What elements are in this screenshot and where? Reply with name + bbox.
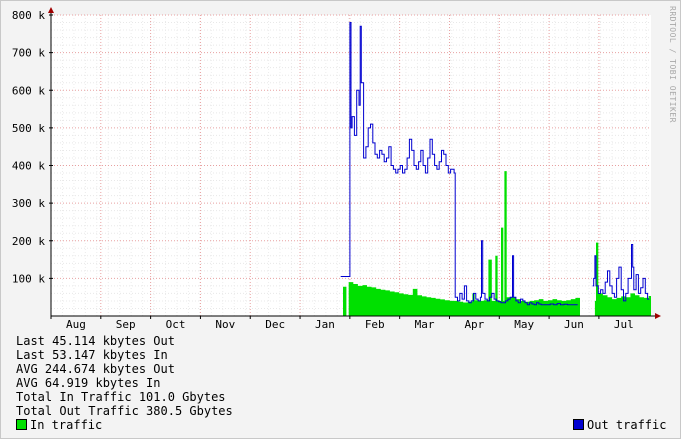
out-traffic-line — [592, 244, 650, 302]
x-tick-label: Oct — [166, 318, 186, 331]
y-tick-label: 400 k — [12, 160, 45, 173]
out-traffic-series — [340, 22, 650, 306]
y-tick-label: 600 k — [12, 84, 45, 97]
x-axis-arrow — [655, 313, 661, 319]
out-traffic-swatch — [573, 419, 584, 430]
tick-labels: 100 k 200 k 300 k 400 k 500 k 600 k 700 k 800 k… — [12, 9, 634, 331]
x-tick-label: Sep — [116, 318, 136, 331]
legend-out: Out traffic — [573, 418, 666, 432]
y-axis-arrow — [48, 7, 54, 13]
rrdtool-watermark: RRDTOOL / TOBI OETIKER — [668, 6, 677, 123]
x-tick-label: Mar — [415, 318, 435, 331]
x-tick-label: Jan — [315, 318, 335, 331]
stat-last-out: Last 45.114 kbytes Out — [16, 334, 175, 348]
x-tick-label: May — [514, 318, 534, 331]
axes — [48, 7, 661, 319]
y-tick-label: 200 k — [12, 235, 45, 248]
x-tick-label: Nov — [215, 318, 235, 331]
x-tick-label: Aug — [66, 318, 86, 331]
legend-in: In traffic — [16, 418, 102, 432]
stat-avg-out: AVG 244.674 kbytes Out — [16, 362, 175, 376]
y-tick-label: 500 k — [12, 122, 45, 135]
y-tick-label: 100 k — [12, 272, 45, 285]
stat-total-in: Total In Traffic 101.0 Gbytes — [16, 390, 226, 404]
x-tick-label: Jul — [614, 318, 634, 331]
x-tick-label: Apr — [464, 318, 484, 331]
stat-avg-in: AVG 64.919 kbytes In — [16, 376, 161, 390]
legend-in-label: In traffic — [30, 418, 103, 432]
legend-out-label: Out traffic — [587, 418, 667, 432]
y-tick-label: 700 k — [12, 47, 45, 60]
x-tick-label: Jun — [564, 318, 584, 331]
stat-total-out: Total Out Traffic 380.5 Gbytes — [16, 404, 233, 418]
x-tick-label: Feb — [365, 318, 385, 331]
x-tick-label: Dec — [265, 318, 285, 331]
y-tick-label: 300 k — [12, 197, 45, 210]
out-traffic-line — [340, 22, 578, 306]
in-traffic-swatch — [16, 419, 27, 430]
stat-last-in: Last 53.147 kbytes In — [16, 348, 168, 362]
y-tick-label: 800 k — [12, 9, 45, 22]
in-traffic-area — [343, 171, 651, 316]
in-traffic-series — [343, 171, 651, 316]
